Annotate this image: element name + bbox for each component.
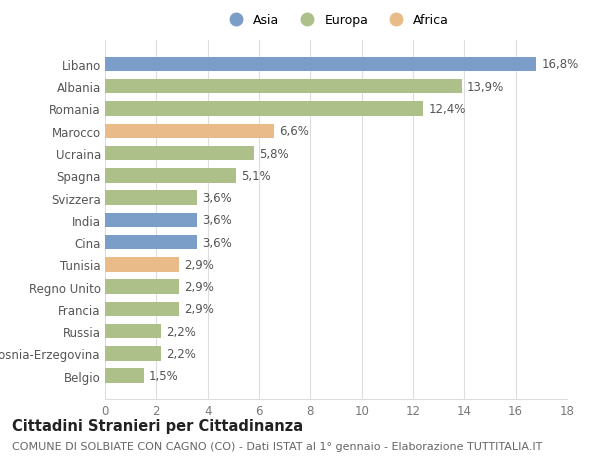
Bar — [105, 191, 197, 205]
Text: COMUNE DI SOLBIATE CON CAGNO (CO) - Dati ISTAT al 1° gennaio - Elaborazione TUTT: COMUNE DI SOLBIATE CON CAGNO (CO) - Dati… — [12, 441, 542, 451]
Text: 6,6%: 6,6% — [280, 125, 310, 138]
Bar — [105, 235, 197, 250]
Text: 2,9%: 2,9% — [185, 302, 214, 316]
Text: 13,9%: 13,9% — [467, 80, 504, 94]
Text: 2,9%: 2,9% — [185, 280, 214, 293]
Bar — [105, 57, 536, 72]
Text: 12,4%: 12,4% — [428, 103, 466, 116]
Bar — [105, 102, 423, 117]
Bar — [105, 369, 143, 383]
Bar — [105, 124, 274, 139]
Bar — [105, 280, 179, 294]
Bar — [105, 213, 197, 228]
Text: 2,2%: 2,2% — [167, 325, 196, 338]
Bar — [105, 168, 236, 183]
Bar — [105, 324, 161, 339]
Bar — [105, 302, 179, 316]
Text: 3,6%: 3,6% — [203, 191, 232, 205]
Text: 16,8%: 16,8% — [541, 58, 578, 71]
Text: 2,9%: 2,9% — [185, 258, 214, 271]
Legend: Asia, Europa, Africa: Asia, Europa, Africa — [221, 12, 452, 30]
Text: 5,8%: 5,8% — [259, 147, 289, 160]
Text: Cittadini Stranieri per Cittadinanza: Cittadini Stranieri per Cittadinanza — [12, 418, 303, 433]
Text: 3,6%: 3,6% — [203, 236, 232, 249]
Bar — [105, 257, 179, 272]
Bar — [105, 80, 462, 94]
Text: 3,6%: 3,6% — [203, 214, 232, 227]
Text: 1,5%: 1,5% — [149, 369, 178, 382]
Bar — [105, 347, 161, 361]
Text: 5,1%: 5,1% — [241, 169, 271, 182]
Bar — [105, 146, 254, 161]
Text: 2,2%: 2,2% — [167, 347, 196, 360]
